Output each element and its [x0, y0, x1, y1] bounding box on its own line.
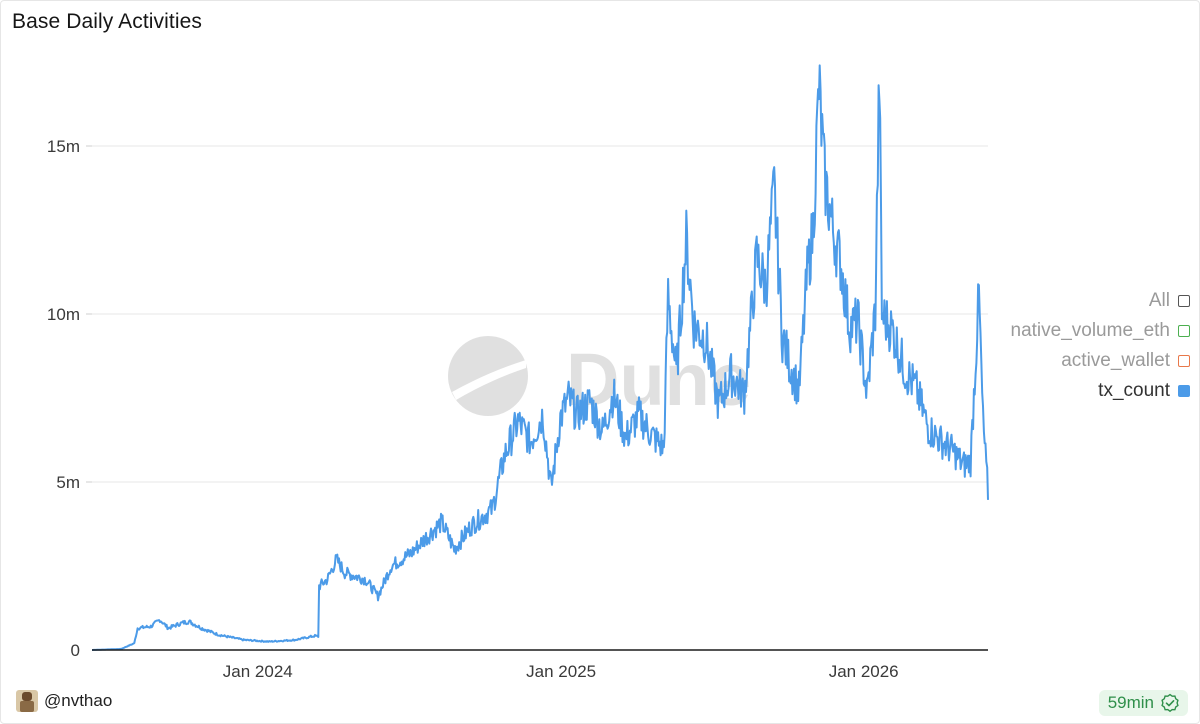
legend-item-all[interactable]: All [1149, 290, 1190, 312]
x-tick-label: Jan 2026 [829, 662, 899, 681]
avatar-icon [16, 690, 38, 712]
legend-swatch[interactable] [1178, 295, 1190, 307]
refresh-badge[interactable]: 59min [1098, 690, 1188, 716]
author[interactable]: @nvthao [16, 690, 112, 712]
legend-swatch[interactable] [1178, 325, 1190, 337]
legend-swatch[interactable] [1178, 385, 1190, 397]
legend-swatch[interactable] [1178, 355, 1190, 367]
legend-label: native_volume_eth [1010, 320, 1171, 341]
check-icon [1161, 693, 1179, 713]
y-tick-label: 15m [47, 137, 80, 156]
refresh-time: 59min [1107, 693, 1154, 712]
legend-item-active-wallet[interactable]: active_wallet [1061, 350, 1190, 372]
chart-title: Base Daily Activities [12, 10, 203, 33]
y-tick-label: 5m [56, 473, 80, 492]
legend-item-tx-count[interactable]: tx_count [1098, 380, 1190, 402]
series-line-tx-count[interactable] [91, 64, 989, 651]
legend-label: active_wallet [1061, 350, 1170, 371]
x-tick-label: Jan 2024 [223, 662, 293, 681]
x-tick-label: Jan 2025 [526, 662, 596, 681]
legend-label: tx_count [1098, 380, 1170, 401]
y-tick-label: 10m [47, 305, 80, 324]
author-name: @nvthao [44, 691, 113, 710]
legend: All native_volume_eth active_wallet tx_coun… [1010, 290, 1190, 402]
legend-item-native-volume-eth[interactable]: native_volume_eth [1010, 320, 1190, 342]
legend-label: All [1148, 290, 1170, 311]
y-tick-label: 0 [71, 641, 80, 660]
